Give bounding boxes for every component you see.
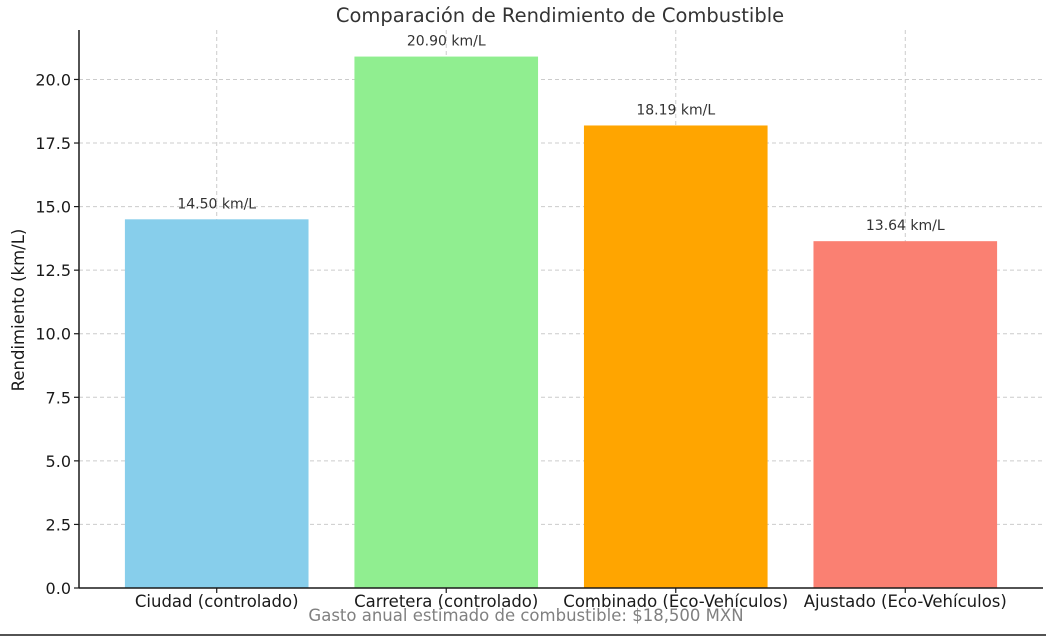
y-tick-label: 17.5	[35, 134, 71, 153]
bars	[124, 56, 998, 589]
x-tick-label: Carretera (controlado)	[354, 592, 538, 611]
y-tick-label: 20.0	[35, 70, 71, 89]
annual-cost-note: Gasto anual estimado de combustible: $18…	[308, 606, 743, 625]
y-tick-label: 15.0	[35, 198, 71, 217]
bar	[124, 219, 309, 588]
y-tick-label: 7.5	[46, 388, 71, 407]
bar-value-label: 20.90 km/L	[407, 34, 486, 50]
y-tick-label: 12.5	[35, 261, 71, 280]
y-tick-label: 2.5	[46, 515, 71, 534]
axes	[0, 30, 1046, 636]
x-tick-label: Ajustado (Eco-Vehículos)	[804, 592, 1007, 611]
chart-title: Comparación de Rendimiento de Combustibl…	[336, 4, 784, 27]
labels: 0.0 2.5 5.0 7.5 10.0 12.5 15.0 17.5 20.0 14.50 km…	[35, 34, 1006, 611]
bar	[354, 56, 539, 589]
x-tick-label: Combinado (Eco-Vehículos)	[563, 592, 788, 611]
bar	[583, 125, 768, 588]
y-axis-title: Rendimiento (km/L)	[9, 229, 28, 392]
y-tick-label: 10.0	[35, 325, 71, 344]
bar	[813, 241, 998, 589]
bar-value-label: 14.50 km/L	[177, 196, 256, 212]
x-tick-label: Ciudad (controlado)	[135, 592, 299, 611]
bar-value-label: 13.64 km/L	[866, 218, 945, 234]
y-tick-label: 0.0	[46, 579, 71, 598]
y-tick-label: 5.0	[46, 452, 71, 471]
bar-value-label: 18.19 km/L	[636, 102, 715, 118]
